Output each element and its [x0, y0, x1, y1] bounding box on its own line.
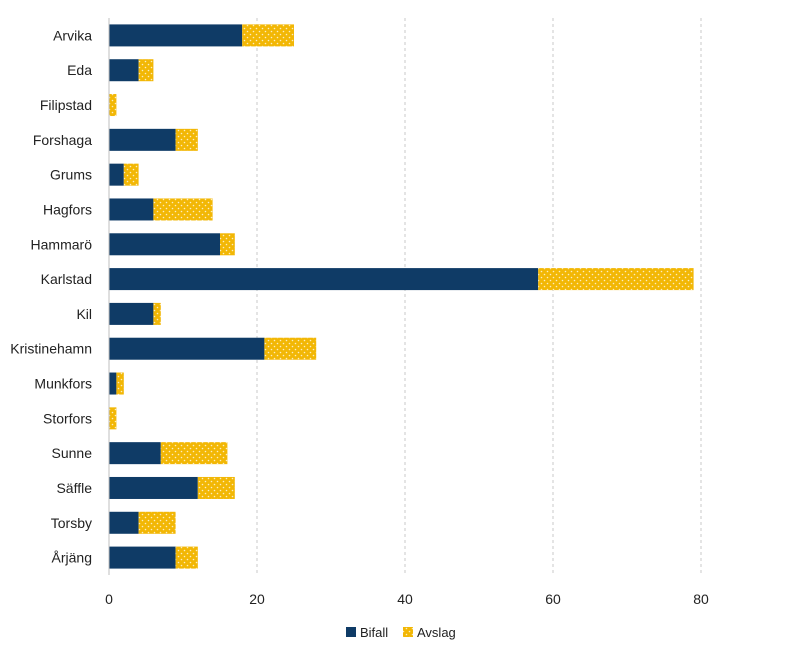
bar-avslag-pattern: [175, 546, 198, 569]
category-label: Karlstad: [41, 271, 92, 287]
bar-avslag-pattern: [160, 442, 228, 465]
category-label: Storfors: [43, 410, 92, 426]
bar-bifall: [109, 442, 161, 465]
bar-bifall: [109, 24, 243, 47]
category-label: Hagfors: [43, 201, 92, 217]
bar-avslag-pattern: [109, 407, 117, 430]
x-tick-label: 40: [397, 591, 413, 607]
bar-bifall: [109, 511, 139, 534]
legend-swatch-bifall: [346, 627, 356, 637]
bars: [109, 24, 694, 569]
bar-bifall: [109, 302, 154, 325]
category-label: Sunne: [52, 445, 93, 461]
bar-avslag-pattern: [197, 476, 235, 499]
category-label: Forshaga: [33, 132, 92, 148]
legend-label-bifall: Bifall: [360, 625, 388, 640]
category-label: Grums: [50, 167, 92, 183]
bar-bifall: [109, 59, 139, 82]
category-label: Säffle: [56, 480, 92, 496]
bar-avslag-pattern: [116, 372, 124, 395]
bar-avslag-pattern: [109, 94, 117, 117]
bar-avslag-pattern: [264, 337, 317, 360]
category-labels: Arvika Eda Filipstad Forshaga Grums Hagfors Ha…: [10, 27, 92, 565]
bar-bifall: [109, 233, 220, 256]
bar-bifall: [109, 372, 117, 395]
x-tick-label: 0: [105, 591, 113, 607]
bar-avslag-pattern: [138, 511, 176, 534]
category-label: Kristinehamn: [10, 341, 92, 357]
legend-label-avslag: Avslag: [417, 625, 456, 640]
bar-avslag-pattern: [153, 198, 213, 221]
bar-avslag-pattern: [123, 163, 139, 186]
x-tick-label: 60: [545, 591, 561, 607]
category-label: Kil: [76, 306, 92, 322]
category-label: Torsby: [51, 515, 92, 531]
category-label: Munkfors: [34, 376, 92, 392]
bar-avslag-pattern: [138, 59, 154, 82]
bar-avslag-pattern: [175, 128, 198, 151]
bar-bifall: [109, 128, 176, 151]
x-tick-label: 20: [249, 591, 265, 607]
legend-swatch-avslag-dots: [403, 627, 413, 637]
category-label: Årjäng: [52, 550, 92, 566]
bar-avslag-pattern: [242, 24, 294, 47]
bar-avslag-pattern: [220, 233, 235, 256]
category-label: Filipstad: [40, 97, 92, 113]
category-label: Hammarö: [31, 236, 93, 252]
bar-avslag-pattern: [538, 268, 694, 291]
legend: Bifall Avslag: [346, 625, 456, 640]
category-label: Arvika: [53, 27, 92, 43]
x-tick-labels: 0 20 40 60 80: [105, 591, 709, 607]
bar-avslag-pattern: [153, 302, 161, 325]
category-label: Eda: [67, 62, 92, 78]
bar-bifall: [109, 337, 265, 360]
bar-bifall: [109, 268, 539, 291]
bar-bifall: [109, 198, 154, 221]
x-tick-label: 80: [693, 591, 709, 607]
gridlines: [256, 18, 702, 575]
bar-bifall: [109, 546, 176, 569]
bar-bifall: [109, 163, 124, 186]
bar-bifall: [109, 476, 198, 499]
